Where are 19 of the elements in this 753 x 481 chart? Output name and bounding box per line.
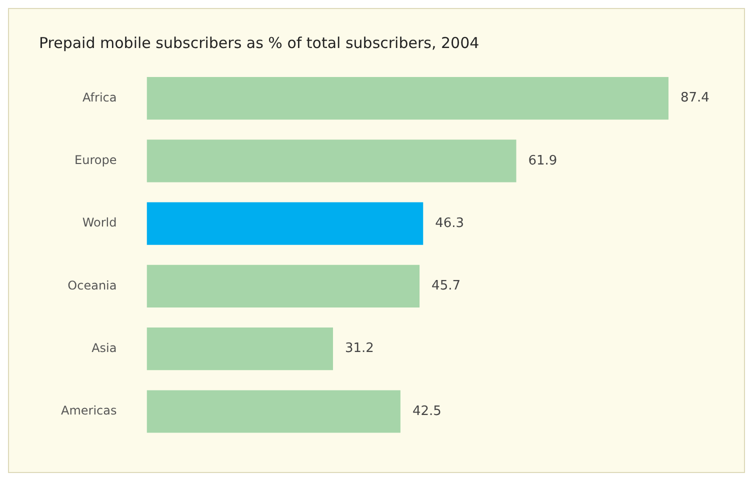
bar (146, 77, 668, 120)
chart-title: Prepaid mobile subscribers as % of total subscribers, 2004 (39, 34, 480, 52)
data-label: 45.7 (432, 278, 461, 294)
bar (146, 264, 420, 308)
bar (146, 140, 516, 182)
data-label: 31.2 (345, 341, 374, 356)
data-label: 46.3 (435, 216, 464, 231)
bar (146, 328, 333, 370)
data-label: 87.4 (680, 90, 710, 106)
y-tick-label: Asia (92, 340, 117, 355)
data-label: 61.9 (528, 153, 558, 168)
y-tick-label: Americas (60, 404, 117, 418)
y-tick-label: World (82, 216, 117, 230)
y-tick-label: Africa (82, 90, 117, 104)
y-tick-label: Europe (74, 153, 117, 168)
data-label: 42.5 (412, 404, 442, 419)
y-tick-label: Oceania (68, 278, 117, 292)
bar (146, 202, 424, 245)
bar (146, 390, 400, 433)
